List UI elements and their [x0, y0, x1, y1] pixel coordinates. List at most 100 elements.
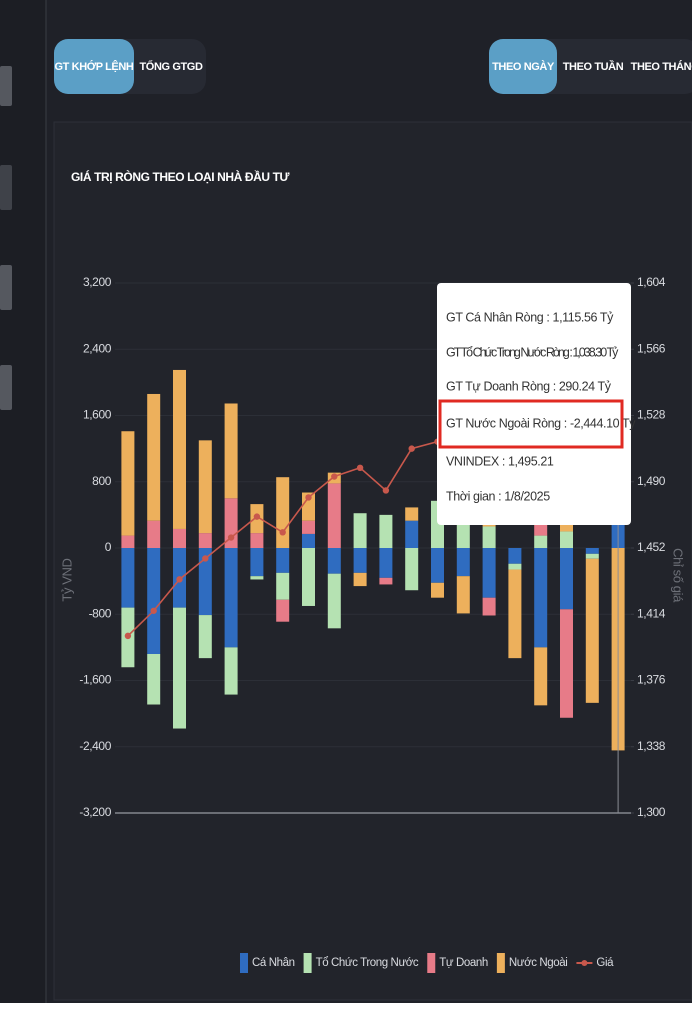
tooltip-box [437, 283, 631, 525]
legend-label: Giá [596, 957, 614, 969]
legend-swatch [303, 953, 312, 973]
y-tick-label: 1,600 [83, 408, 112, 422]
price-point [253, 513, 261, 520]
y-tick-label: 0 [105, 540, 112, 554]
legend-label: Cá Nhân [252, 957, 295, 969]
bar-segment [250, 576, 264, 580]
price-point [305, 494, 312, 501]
tooltip-line: GT Tự Doanh Ròng : 290.24 Tỷ [446, 379, 612, 393]
tab-active[interactable] [54, 39, 134, 94]
bar-segment [250, 548, 264, 577]
bar-segment [379, 577, 393, 585]
tooltip-line: GT Nước Ngoài Ròng : -2,444.10 Tỷ [446, 416, 636, 430]
y2-tick-label: 1,566 [637, 341, 666, 355]
bar-segment [276, 572, 290, 600]
bar-segment [508, 548, 522, 564]
bar-segment [405, 507, 419, 521]
tab-active[interactable] [489, 39, 557, 94]
legend-label: Nước Ngoài [509, 957, 568, 969]
legend-label: Tự Doanh [439, 957, 488, 969]
y-tick-label: 800 [92, 474, 112, 488]
bar-segment [456, 576, 470, 614]
tab[interactable]: THEO NGÀY [492, 60, 555, 73]
bar-segment [198, 548, 212, 616]
sidebar-icon[interactable] [0, 165, 12, 210]
legend-swatch [581, 960, 588, 966]
y2-tick-label: 1,490 [637, 474, 666, 488]
bar-segment [147, 548, 161, 654]
price-point [331, 473, 338, 480]
bar-segment [508, 563, 522, 570]
bar-segment [147, 520, 161, 548]
bar-segment [560, 531, 573, 548]
bar-segment [534, 535, 548, 548]
bar-segment [276, 548, 290, 573]
tab[interactable]: GT KHỚP LỆNH [55, 60, 135, 73]
bar-segment [224, 647, 238, 695]
price-point [408, 445, 415, 452]
y2-axis-label: Chỉ số giá [671, 548, 686, 603]
price-point [150, 607, 157, 614]
bar-segment [353, 548, 367, 573]
y-tick-label: 2,400 [83, 341, 112, 355]
bar-segment [482, 597, 496, 616]
tooltip: GT Cá Nhân Ròng : 1,115.56 Tỷ GT Tổ Chức … [437, 283, 637, 525]
tab[interactable]: THEO TUẦN [563, 60, 624, 73]
bar-segment [353, 513, 367, 548]
bar-segment [198, 440, 212, 534]
tooltip-line: GT Cá Nhân Ròng : 1,115.56 Tỷ [446, 310, 614, 324]
bar-segment [302, 492, 315, 521]
bar-segment [276, 599, 290, 622]
legend-swatch [240, 953, 248, 973]
tooltip-line: Thời gian : 1/8/2025 [446, 489, 550, 503]
bar-segment [508, 569, 522, 659]
bar-segment [585, 548, 599, 554]
y-tick-label: -800 [89, 606, 112, 620]
y-tick-label: -3,200 [79, 805, 111, 819]
tooltip-line: VNINDEX : 1,495.21 [446, 454, 554, 468]
bar-segment [173, 607, 186, 729]
bar-segment [198, 615, 212, 659]
tab[interactable]: TỔNG GTGD [139, 60, 203, 73]
y2-tick-label: 1,452 [637, 540, 666, 554]
tooltip-highlight [438, 399, 624, 449]
bar-segment [276, 477, 290, 548]
price-point [124, 632, 132, 640]
bar-segment [198, 533, 212, 548]
bar-segment [456, 548, 470, 577]
y-tick-label: -1,600 [79, 673, 111, 687]
sidebar-icon[interactable] [0, 265, 12, 310]
y-tick-label: -2,400 [79, 739, 111, 753]
bar-segment [173, 528, 186, 548]
bar-segment [585, 553, 599, 559]
sidebar-icon[interactable] [0, 365, 12, 410]
bar-segment [302, 548, 315, 606]
sidebar-icon[interactable] [0, 66, 12, 106]
bar-segment [224, 403, 238, 499]
tooltip-line: GT Tổ Chức Trong Nước Ròng : 1,038.30 Tỷ [446, 345, 619, 359]
bar-segment [121, 535, 135, 548]
y2-tick-label: 1,528 [637, 408, 666, 422]
bar-segment [560, 609, 573, 718]
bar-segment [379, 548, 393, 578]
bar-segment [353, 572, 367, 587]
legend-swatch [427, 953, 436, 973]
bar-segment [560, 548, 573, 610]
y2-tick-label: 1,604 [637, 275, 666, 289]
y2-tick-label: 1,338 [637, 739, 666, 753]
bar-segment [482, 526, 496, 548]
legend-label: Tổ Chức Trong Nước [316, 957, 419, 969]
bar-segment [224, 548, 238, 648]
y2-tick-label: 1,376 [637, 673, 666, 687]
bar-segment [534, 548, 548, 648]
bar-segment [327, 483, 341, 548]
bar-segment [431, 582, 444, 598]
bar-segment [147, 654, 161, 705]
bar-segment [379, 514, 393, 548]
price-point [202, 555, 209, 562]
bar-segment [121, 431, 135, 536]
bar-segment [405, 520, 419, 548]
